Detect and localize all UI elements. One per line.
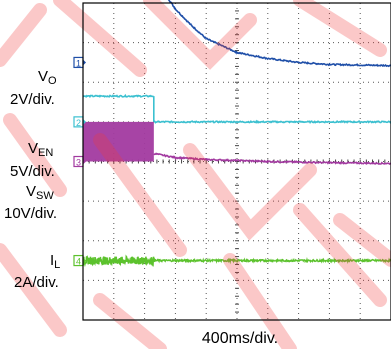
channel-marker-number: 2	[76, 118, 81, 128]
plot-frame	[82, 2, 391, 321]
watermark-stroke	[0, 3, 47, 67]
vsw-label: VSW	[26, 183, 54, 202]
watermark-stroke	[0, 243, 67, 337]
ven-scale: 5V/div.	[10, 163, 55, 180]
channel-marker-arrow	[83, 118, 86, 125]
watermark-stroke	[93, 293, 167, 349]
vo-label: VO	[38, 68, 57, 87]
channel-marker-number: 1	[76, 58, 81, 68]
watermark-stroke	[143, 0, 257, 70]
channel-marker-number: 4	[76, 257, 81, 267]
vsw-switching-band	[83, 121, 154, 162]
watermark-stroke	[333, 213, 391, 267]
channel-marker-arrow	[83, 257, 86, 264]
watermark-stroke	[293, 203, 387, 307]
ven-label: VEN	[28, 140, 53, 159]
il-noise	[82, 254, 155, 268]
watermark-stroke	[293, 0, 387, 57]
vsw-trace	[153, 152, 391, 165]
channel-marker-arrow	[83, 59, 86, 66]
channel-marker-arrow	[83, 158, 86, 165]
channel-markers: 1 2 3 4	[73, 56, 86, 267]
ven-trace	[82, 93, 391, 124]
watermark-stroke	[223, 253, 297, 349]
watermark-stroke	[183, 143, 317, 241]
traces	[82, 0, 391, 268]
watermark-stroke	[93, 133, 187, 257]
il-trace	[153, 257, 391, 265]
il-label: IL	[50, 252, 60, 271]
vsw-scale: 10V/div.	[4, 205, 57, 222]
watermark-stroke	[53, 0, 147, 77]
watermark-stroke	[3, 113, 67, 197]
channel-marker-number: 3	[76, 158, 81, 168]
vo-scale: 2V/div.	[10, 91, 55, 108]
x-axis-label: 400ms/div.	[202, 330, 278, 347]
vo-trace	[167, 0, 391, 68]
il-scale: 2A/div.	[14, 274, 59, 291]
